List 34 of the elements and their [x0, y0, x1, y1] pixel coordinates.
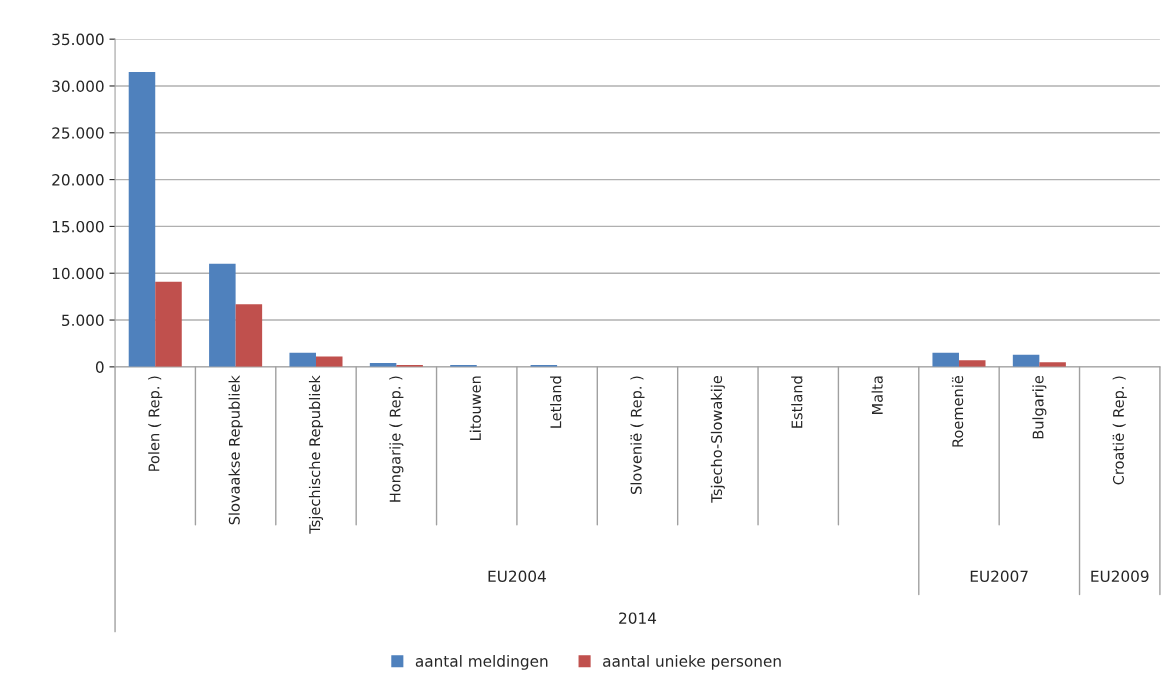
text: EU2004	[488, 570, 546, 582]
bar	[155, 281, 182, 367]
x-tick-label: Polen ( Rep. )	[148, 376, 163, 471]
x-tick-label: Bulgarije	[1032, 375, 1047, 439]
y-tick-label: 10.000	[52, 267, 104, 280]
bar	[958, 360, 986, 367]
x-tick-label: Malta	[871, 376, 883, 414]
y-tick-label: 20.000	[52, 174, 104, 186]
x-tick-label: Tsjecho-Slowakije	[710, 375, 725, 503]
y-tick-label: 30.000	[52, 80, 104, 92]
bar	[932, 352, 959, 367]
x-tick-label: Litouwen	[469, 376, 481, 440]
y-tick-label: 35.000	[52, 33, 104, 46]
legend-label: aantal meldingen	[415, 655, 548, 670]
legend-label: aantal unieke personen	[603, 655, 781, 670]
x-tick-label: Croatië ( Rep. )	[1112, 376, 1127, 485]
x-tick-label: Roemenië	[951, 375, 964, 447]
bar	[209, 263, 236, 367]
x-tick-label: Hongarije ( Rep. )	[389, 376, 404, 502]
x-tick-label: Slovaakse Republiek	[228, 375, 243, 525]
y-tick-label: 0	[95, 361, 104, 373]
bar	[235, 304, 263, 367]
text: EU2007	[970, 570, 1028, 582]
x-tick-label: Tsjechische Republiek	[308, 375, 324, 534]
x-tick-label: Estland	[791, 376, 803, 428]
x-tick-label: Slovenië ( Rep. )	[630, 376, 645, 494]
x-tick-label: Letland	[550, 376, 562, 428]
text: EU2009	[1091, 570, 1149, 582]
y-tick-label: 15.000	[52, 220, 104, 233]
bar	[289, 352, 316, 367]
bar	[128, 71, 156, 367]
text: 2014	[619, 612, 657, 624]
y-tick-label: 25.000	[52, 127, 104, 139]
y-tick-label: 5.000	[62, 314, 104, 327]
